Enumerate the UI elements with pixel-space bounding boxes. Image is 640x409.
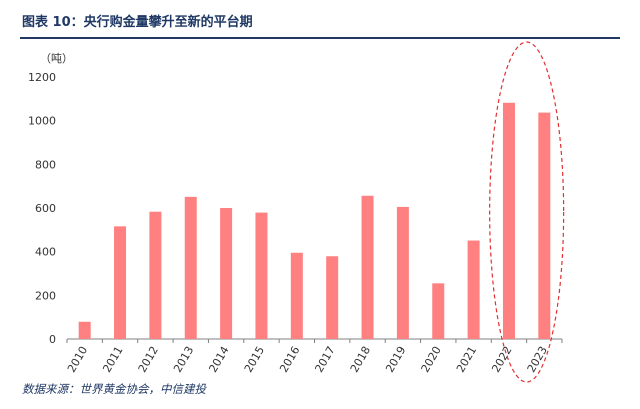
y-tick-label: 1000 <box>28 115 56 128</box>
y-tick-label: 600 <box>35 202 56 215</box>
y-tick-label: 1200 <box>28 71 56 84</box>
bar <box>432 283 445 339</box>
title-divider <box>20 37 620 39</box>
x-tick-label: 2015 <box>242 344 267 375</box>
bar <box>290 252 303 339</box>
bar <box>149 211 162 339</box>
x-tick-label: 2023 <box>525 344 550 375</box>
bar <box>396 206 409 339</box>
bar <box>220 208 233 339</box>
x-tick-label: 2016 <box>277 344 302 375</box>
x-tick-label: 2019 <box>383 344 408 375</box>
bar <box>467 240 480 339</box>
x-tick-label: 2017 <box>313 344 338 375</box>
x-tick-label: 2021 <box>454 344 479 375</box>
bar <box>255 212 268 339</box>
bar <box>78 321 91 339</box>
y-tick-label: 400 <box>35 246 56 259</box>
figure-title: 图表 10：央行购金量攀升至新的平台期 <box>22 15 253 30</box>
x-tick-label: 2014 <box>206 344 231 375</box>
x-tick-label: 2018 <box>348 344 373 375</box>
y-tick-label: 800 <box>35 158 56 171</box>
y-unit-label: （吨） <box>40 52 73 65</box>
bar <box>114 226 127 339</box>
y-tick-label: 0 <box>49 333 56 346</box>
x-tick-label: 2010 <box>65 344 90 375</box>
x-tick-label: 2011 <box>100 344 125 375</box>
bar <box>326 256 339 339</box>
bar <box>361 195 374 339</box>
highlight-ellipse <box>489 41 565 383</box>
x-tick-label: 2022 <box>489 344 514 375</box>
x-tick-label: 2013 <box>171 344 196 375</box>
x-tick-label: 2020 <box>419 344 444 375</box>
data-source-note: 数据来源：世界黄金协会，中信建投 <box>22 382 206 396</box>
y-tick-label: 200 <box>35 289 56 302</box>
bar <box>502 102 515 339</box>
bar <box>538 112 551 339</box>
bar <box>184 196 197 339</box>
x-tick-label: 2012 <box>136 344 161 375</box>
